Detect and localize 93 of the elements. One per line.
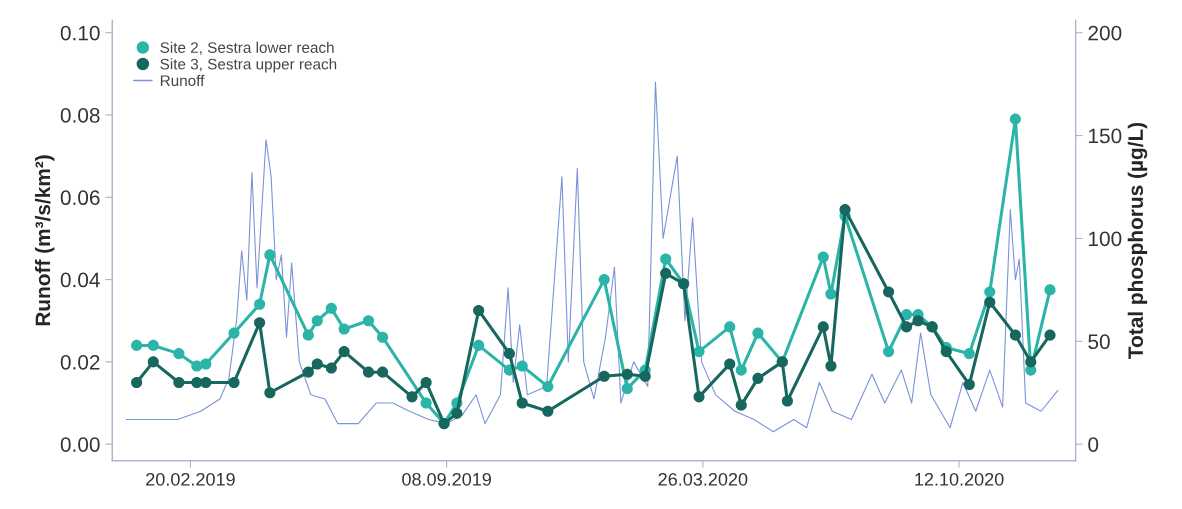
legend-label: Runoff [160, 74, 205, 87]
point [173, 348, 185, 360]
point [451, 407, 463, 419]
point [639, 370, 651, 382]
point [173, 376, 185, 389]
point [302, 366, 314, 378]
y2-tick-label: 100 [1089, 231, 1122, 247]
point [781, 395, 793, 407]
point [377, 366, 389, 378]
y2-tick-label: 0 [1088, 437, 1099, 452]
point [598, 274, 610, 286]
point [264, 387, 276, 399]
point [1044, 329, 1056, 341]
point [693, 346, 705, 358]
point [338, 346, 350, 358]
point [984, 296, 996, 308]
point [420, 397, 432, 409]
point [984, 286, 996, 298]
point [200, 358, 212, 370]
point [362, 315, 375, 327]
point [542, 405, 554, 417]
point [621, 383, 633, 395]
point [200, 376, 212, 389]
point [362, 366, 375, 378]
y-tick-label: 0.04 [60, 272, 100, 288]
point [302, 329, 314, 341]
x-tick-label: 26.03.2020 [658, 472, 748, 486]
point [542, 381, 554, 393]
point [963, 348, 975, 360]
point [406, 391, 418, 403]
point [311, 315, 323, 327]
y-tick-label: 0.00 [60, 437, 100, 452]
x-tick-label: 12.10.2020 [915, 472, 1004, 486]
point [147, 356, 159, 368]
point [963, 378, 975, 391]
point [228, 327, 240, 339]
point [1044, 284, 1056, 296]
point [912, 315, 924, 327]
point [693, 391, 705, 403]
y2-axis-title: Total phosphorus (µg/L) [1127, 122, 1148, 359]
point [325, 302, 337, 314]
y-axis-title: Runoff (m³/s/km²) [34, 155, 55, 326]
point [940, 346, 952, 358]
point [325, 362, 337, 374]
point [228, 376, 240, 389]
point [752, 327, 764, 339]
x-tick-label: 08.09.2019 [402, 472, 491, 486]
point [311, 358, 323, 370]
point [825, 288, 837, 300]
point [131, 376, 143, 389]
point [883, 346, 895, 358]
point [254, 317, 266, 329]
point [598, 370, 610, 382]
y2-tick-label: 150 [1089, 128, 1122, 144]
point [1009, 329, 1021, 341]
point [735, 399, 747, 411]
y-tick-label: 0.02 [60, 354, 100, 370]
point [377, 331, 389, 343]
point [724, 321, 736, 333]
point [900, 321, 913, 333]
y-tick-label: 0.10 [60, 25, 100, 41]
point [900, 309, 913, 321]
y2-tick-label: 50 [1088, 334, 1110, 350]
point [817, 251, 829, 263]
point [516, 397, 528, 409]
point [503, 348, 515, 360]
point [724, 358, 736, 370]
legend-label: Site 2, Sestra lower reach [160, 41, 334, 55]
point [264, 249, 276, 261]
point [839, 204, 851, 216]
point [131, 339, 143, 351]
point [752, 372, 764, 384]
point [516, 360, 528, 372]
point [473, 304, 485, 317]
y-tick-label: 0.08 [60, 108, 100, 123]
legend-label: Site 3, Sestra upper reach [160, 58, 337, 73]
point [817, 321, 829, 333]
point [420, 376, 432, 389]
y2-tick-label: 200 [1088, 25, 1122, 41]
x-tick-label: 20.02.2019 [146, 472, 235, 486]
point [254, 298, 266, 310]
y-tick-label: 0.06 [60, 190, 100, 206]
point [147, 339, 159, 351]
point [473, 339, 485, 351]
point [338, 323, 350, 335]
point [660, 253, 672, 265]
point [1025, 356, 1037, 368]
point [883, 286, 895, 298]
point [621, 368, 633, 380]
point [660, 267, 672, 279]
point [825, 360, 837, 372]
point [735, 364, 747, 376]
point [1009, 113, 1021, 125]
